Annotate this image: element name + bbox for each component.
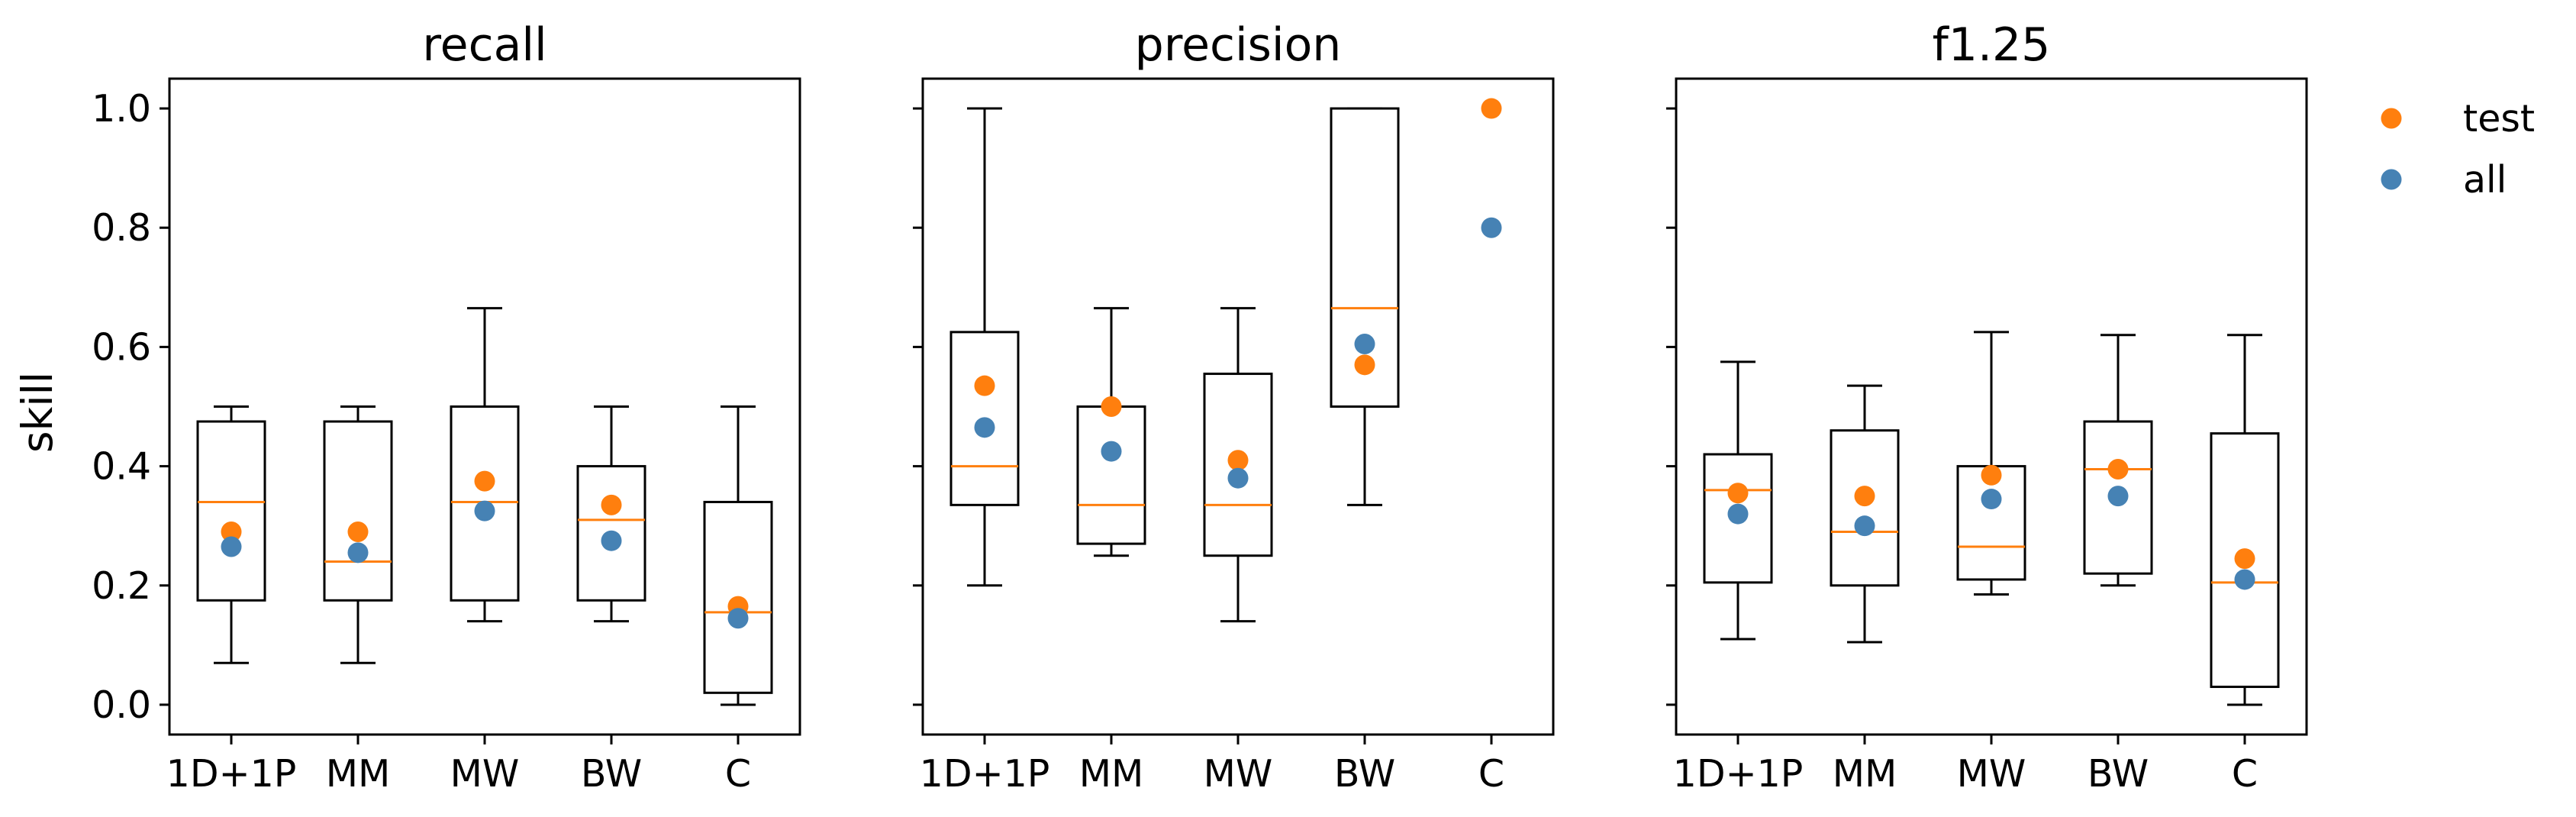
legend: test all xyxy=(2381,97,2535,202)
legend-label-all: all xyxy=(2463,158,2507,202)
y-tick-label: 0.4 xyxy=(92,445,151,489)
box-iqr xyxy=(196,420,266,602)
box-C xyxy=(2210,334,2280,706)
x-tick-label: BW xyxy=(581,752,642,796)
box-MW xyxy=(1203,307,1273,623)
y-tick-label: 0.6 xyxy=(92,325,151,369)
y-axis-label: skill xyxy=(13,372,62,453)
x-tick-label: C xyxy=(1478,752,1504,796)
box-iqr xyxy=(323,420,393,602)
x-tick-label: 1D+1P xyxy=(166,752,297,796)
x-tick-label: 1D+1P xyxy=(1673,752,1804,796)
point-all-C xyxy=(1481,217,1502,238)
panel-title: precision xyxy=(1135,18,1342,72)
box-MM xyxy=(1830,384,1900,644)
box-iqr xyxy=(703,500,773,694)
x-tick-label: MM xyxy=(326,752,391,796)
point-all-MM xyxy=(1101,441,1122,462)
box-1D+1P xyxy=(949,107,1020,587)
x-tick-label: MW xyxy=(1957,752,2026,796)
box-iqr xyxy=(450,405,520,602)
point-all-1D+1P xyxy=(1727,503,1749,525)
point-test-C xyxy=(2234,548,2255,570)
x-tick-label: C xyxy=(2232,752,2258,796)
legend-marker-all xyxy=(2381,169,2402,190)
box-1D+1P xyxy=(196,405,266,664)
box-iqr xyxy=(1330,107,1400,408)
x-tick-label: MM xyxy=(1079,752,1144,796)
box-iqr xyxy=(1703,453,1773,584)
box-MW xyxy=(1956,331,2026,596)
box-iqr xyxy=(2083,420,2153,575)
box-C xyxy=(703,405,773,706)
x-tick-label: MW xyxy=(450,752,520,796)
panel-f1-25: 1D+1P MM MW BW Cf1.25 xyxy=(1666,18,2308,796)
point-all-MM xyxy=(347,542,369,564)
point-all-C xyxy=(727,608,749,629)
y-tick-label: 0.8 xyxy=(92,206,151,250)
point-test-BW xyxy=(2107,458,2129,480)
point-test-MM xyxy=(1101,396,1122,417)
x-tick-label: BW xyxy=(2088,752,2149,796)
box-MW xyxy=(450,307,520,623)
point-all-1D+1P xyxy=(221,536,242,557)
point-all-1D+1P xyxy=(974,417,995,438)
box-MM xyxy=(1076,307,1146,557)
box-iqr xyxy=(1076,405,1146,545)
point-test-BW xyxy=(601,494,622,515)
legend-label-test: test xyxy=(2463,97,2535,140)
box-iqr xyxy=(2210,432,2280,689)
point-all-MW xyxy=(474,500,495,522)
y-tick-label: 0.2 xyxy=(92,564,151,608)
point-test-1D+1P xyxy=(221,521,242,542)
point-all-C xyxy=(2234,569,2255,590)
x-tick-label: 1D+1P xyxy=(920,752,1050,796)
point-test-MW xyxy=(1227,450,1249,471)
point-all-MM xyxy=(1854,515,1875,537)
box-BW xyxy=(576,405,646,623)
point-test-MM xyxy=(347,521,369,542)
panel-title: recall xyxy=(422,18,546,72)
point-all-BW xyxy=(2107,486,2129,507)
x-tick-label: MW xyxy=(1204,752,1273,796)
x-tick-label: C xyxy=(725,752,751,796)
legend-marker-test xyxy=(2381,108,2402,129)
x-tick-label: MM xyxy=(1833,752,1897,796)
panel-title: f1.25 xyxy=(1933,18,2051,72)
box-iqr xyxy=(1203,373,1273,557)
y-tick-label: 0.0 xyxy=(92,683,151,727)
point-all-BW xyxy=(1354,334,1375,355)
point-test-1D+1P xyxy=(974,375,995,396)
point-test-C xyxy=(1481,98,1502,119)
point-all-MW xyxy=(1227,467,1249,489)
point-test-BW xyxy=(1354,354,1375,376)
point-test-MW xyxy=(1981,464,2002,486)
box-iqr xyxy=(576,465,646,602)
point-test-1D+1P xyxy=(1727,483,1749,504)
x-tick-label: BW xyxy=(1334,752,1395,796)
point-all-BW xyxy=(601,530,622,551)
point-test-MM xyxy=(1854,486,1875,507)
point-all-MW xyxy=(1981,489,2002,510)
box-iqr xyxy=(1830,429,1900,587)
y-tick-label: 1.0 xyxy=(92,87,151,131)
point-test-MW xyxy=(474,470,495,492)
box-iqr xyxy=(949,331,1020,506)
box-BW xyxy=(1330,107,1400,506)
